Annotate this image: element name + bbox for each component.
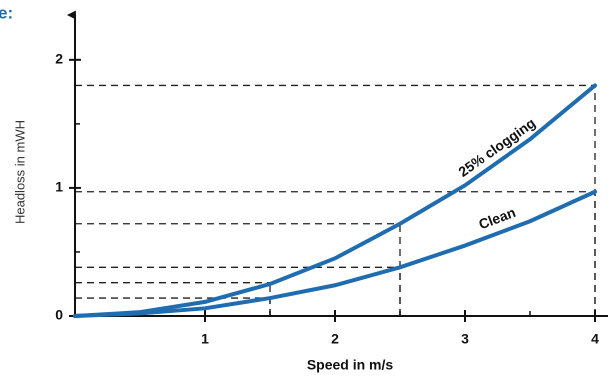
x-tick-label: 3 bbox=[461, 331, 469, 347]
x-tick-label: 4 bbox=[591, 331, 599, 347]
x-tick-label: 2 bbox=[331, 331, 339, 347]
series-line bbox=[73, 189, 597, 318]
series-line bbox=[73, 83, 597, 318]
y-tick-label: 1 bbox=[55, 179, 63, 195]
corner-text: e: bbox=[0, 3, 13, 22]
y-tick-label: 2 bbox=[55, 51, 63, 67]
y-tick-label: 0 bbox=[55, 307, 63, 323]
y-axis-label: Headloss in mWH bbox=[12, 120, 27, 224]
x-axis-label: Speed in m/s bbox=[307, 357, 394, 373]
x-tick-label: 1 bbox=[201, 331, 209, 347]
series-label: 25% clogging bbox=[455, 115, 538, 180]
